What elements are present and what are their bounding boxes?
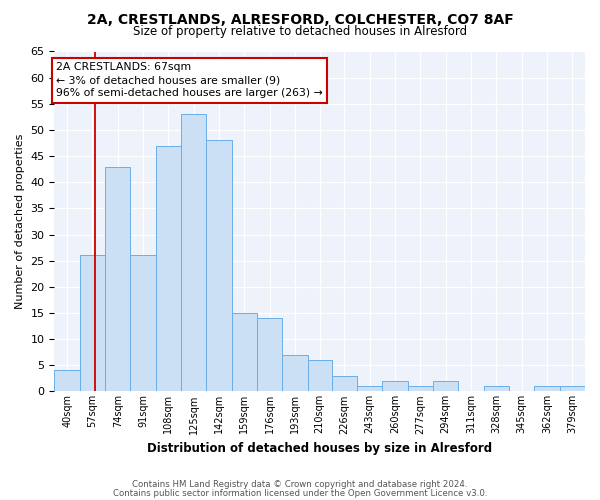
Bar xyxy=(283,355,308,392)
Bar xyxy=(484,386,509,392)
Bar xyxy=(156,146,181,392)
Bar xyxy=(181,114,206,392)
Bar xyxy=(308,360,332,392)
Text: Contains HM Land Registry data © Crown copyright and database right 2024.: Contains HM Land Registry data © Crown c… xyxy=(132,480,468,489)
Bar xyxy=(382,381,407,392)
Bar xyxy=(257,318,283,392)
Text: Contains public sector information licensed under the Open Government Licence v3: Contains public sector information licen… xyxy=(113,489,487,498)
Bar xyxy=(206,140,232,392)
Bar xyxy=(80,256,105,392)
Bar xyxy=(105,166,130,392)
Text: 2A CRESTLANDS: 67sqm
← 3% of detached houses are smaller (9)
96% of semi-detache: 2A CRESTLANDS: 67sqm ← 3% of detached ho… xyxy=(56,62,323,98)
Bar xyxy=(560,386,585,392)
Bar xyxy=(357,386,382,392)
Text: Size of property relative to detached houses in Alresford: Size of property relative to detached ho… xyxy=(133,25,467,38)
Bar xyxy=(232,313,257,392)
Bar xyxy=(407,386,433,392)
Bar xyxy=(433,381,458,392)
X-axis label: Distribution of detached houses by size in Alresford: Distribution of detached houses by size … xyxy=(147,442,492,455)
Text: 2A, CRESTLANDS, ALRESFORD, COLCHESTER, CO7 8AF: 2A, CRESTLANDS, ALRESFORD, COLCHESTER, C… xyxy=(86,12,514,26)
Bar xyxy=(55,370,80,392)
Bar xyxy=(130,256,156,392)
Y-axis label: Number of detached properties: Number of detached properties xyxy=(15,134,25,309)
Bar xyxy=(535,386,560,392)
Bar xyxy=(332,376,357,392)
